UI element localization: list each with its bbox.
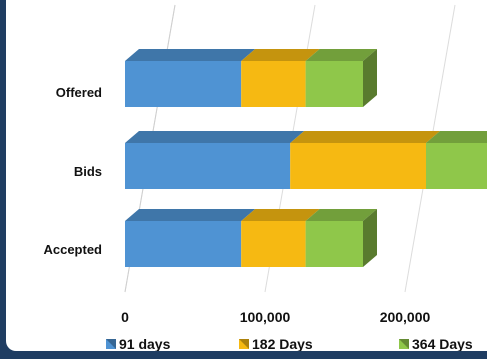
bar-segment xyxy=(241,49,320,107)
bar-front-face xyxy=(241,61,306,107)
legend-item: 91 days xyxy=(106,336,171,351)
bar-top-face xyxy=(305,49,377,61)
bar-side-face xyxy=(363,49,377,107)
legend-label: 364 Days xyxy=(412,336,473,351)
bar-side-face xyxy=(363,209,377,267)
legend-item: 182 Days xyxy=(239,336,313,351)
legend-swatch-shade xyxy=(399,339,409,349)
x-tick-label: 0 xyxy=(121,309,129,325)
category-label: Accepted xyxy=(43,242,102,257)
bar-front-face xyxy=(426,143,487,189)
legend-swatch-shade xyxy=(106,339,116,349)
bar-segment xyxy=(305,209,377,267)
bars xyxy=(125,49,487,267)
bar-segment xyxy=(125,209,256,267)
bar-front-face xyxy=(125,143,291,189)
bar-top-face xyxy=(125,49,256,61)
bar-front-face xyxy=(290,143,426,189)
bar-segment xyxy=(125,49,256,107)
bar-segment xyxy=(290,131,440,189)
bar-front-face xyxy=(125,61,242,107)
stacked-bar-chart: OfferedBidsAccepted0100,000200,000300,00… xyxy=(43,4,487,351)
bar-top-face xyxy=(426,131,487,143)
legend: 91 days 182 Days 364 Days xyxy=(106,336,473,351)
legend-item: 364 Days xyxy=(399,336,473,351)
category-label: Bids xyxy=(74,164,102,179)
bar-front-face xyxy=(305,61,363,107)
chart-panel: OfferedBidsAccepted0100,000200,000300,00… xyxy=(6,0,487,351)
bar-top-face xyxy=(241,209,320,221)
legend-label: 91 days xyxy=(119,336,171,351)
bar-front-face xyxy=(305,221,363,267)
bar-front-face xyxy=(241,221,306,267)
bar-top-face xyxy=(241,49,320,61)
x-tick-label: 200,000 xyxy=(380,309,431,325)
bar-top-face xyxy=(125,131,305,143)
bar-top-face xyxy=(305,209,377,221)
bar-segment xyxy=(426,131,487,189)
bar-top-face xyxy=(290,131,440,143)
bar-front-face xyxy=(125,221,242,267)
legend-swatch-shade xyxy=(239,339,249,349)
category-label: Offered xyxy=(56,85,102,100)
x-tick-label: 100,000 xyxy=(240,309,291,325)
bar-top-face xyxy=(125,209,256,221)
legend-label: 182 Days xyxy=(252,336,313,351)
bar-segment xyxy=(241,209,320,267)
bar-segment xyxy=(125,131,305,189)
axis-labels: OfferedBidsAccepted0100,000200,000300,00… xyxy=(43,85,431,325)
bar-segment xyxy=(305,49,377,107)
